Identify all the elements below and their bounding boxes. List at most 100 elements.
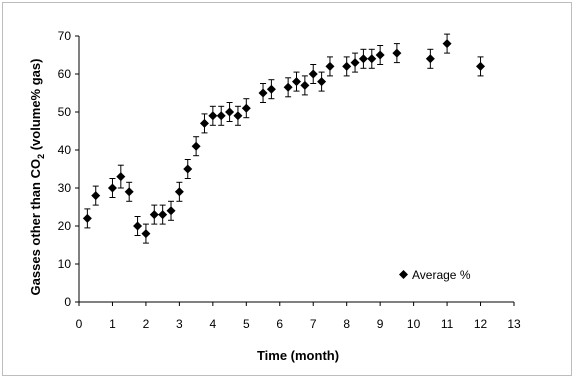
diamond-marker	[82, 213, 92, 223]
y-axis: 0 10 20 30 40 50 60 70	[58, 29, 80, 309]
diamond-marker	[425, 54, 435, 64]
diamond-marker	[233, 111, 243, 121]
data-point	[91, 185, 101, 206]
x-tick-label: 2	[143, 317, 150, 331]
diamond-marker	[91, 191, 101, 201]
x-axis-title: Time (month)	[257, 348, 339, 363]
data-point	[233, 105, 243, 126]
y-axis-title-units: (volume% gas)	[28, 59, 43, 154]
diamond-marker	[174, 187, 184, 197]
x-tick-label: 1	[109, 317, 116, 331]
diamond-marker	[367, 54, 377, 64]
data-point	[300, 75, 310, 96]
diamond-marker	[183, 164, 193, 174]
y-tick-label: 60	[58, 67, 72, 81]
x-tick-label: 0	[76, 317, 83, 331]
data-point	[133, 216, 143, 236]
x-tick-label: 12	[474, 317, 488, 331]
data-point	[266, 79, 276, 100]
diamond-marker	[308, 69, 318, 79]
diamond-marker	[342, 61, 352, 71]
data-point	[199, 113, 209, 134]
diamond-marker	[116, 172, 126, 182]
diamond-marker	[124, 187, 134, 197]
data-point	[191, 136, 201, 157]
y-tick-label: 70	[58, 29, 72, 43]
y-tick-label: 40	[58, 143, 72, 157]
diamond-marker	[392, 48, 402, 58]
diamond-marker	[292, 77, 301, 87]
data-point	[442, 33, 452, 54]
diamond-marker	[358, 54, 368, 64]
data-point	[149, 204, 159, 225]
x-tick-label: 5	[243, 317, 250, 331]
data-point	[308, 64, 318, 84]
x-tick-label: 3	[176, 317, 183, 331]
data-point	[292, 71, 301, 92]
diamond-marker	[133, 221, 143, 231]
data-point	[241, 98, 251, 119]
x-tick-label: 11	[441, 317, 454, 331]
diamond-marker	[476, 61, 486, 71]
data-point	[375, 45, 385, 65]
diamond-marker	[225, 107, 235, 117]
data-point	[183, 159, 193, 179]
chart-frame	[2, 2, 572, 376]
data-point	[317, 71, 327, 92]
data-point	[358, 48, 368, 69]
legend-marker-diamond	[399, 270, 408, 279]
data-point	[392, 43, 402, 64]
data-point	[258, 83, 268, 103]
x-tick-label: 10	[407, 317, 421, 331]
diamond-marker	[317, 77, 327, 87]
y-tick-label: 20	[58, 219, 72, 233]
data-point	[367, 48, 377, 69]
diamond-marker	[216, 111, 226, 121]
legend-label: Average %	[412, 268, 471, 282]
diamond-marker	[158, 210, 168, 220]
y-axis-title-main: Gasses other than CO	[28, 159, 43, 296]
diamond-marker	[107, 183, 117, 193]
data-point	[141, 223, 151, 244]
y-tick-label: 50	[58, 105, 72, 119]
diamond-marker	[208, 111, 218, 121]
data-point	[283, 77, 293, 98]
data-point	[166, 200, 176, 221]
data-point	[158, 204, 168, 225]
x-tick-label: 4	[210, 317, 217, 331]
x-tick-label: 6	[276, 317, 283, 331]
data-point	[325, 56, 335, 77]
legend: Average %	[399, 268, 471, 282]
x-tick-label: 13	[507, 317, 521, 331]
data-point	[174, 181, 184, 202]
diamond-marker	[141, 229, 151, 239]
x-axis: 0 1 2 3 4 5 6 7 8 9 10 11 12 13	[76, 301, 521, 331]
data-marks	[82, 33, 486, 244]
diamond-marker	[325, 61, 335, 71]
data-point	[225, 102, 235, 122]
data-point	[425, 48, 435, 69]
x-tick-label: 7	[310, 317, 317, 331]
data-point	[116, 164, 126, 189]
x-tick-label: 8	[343, 317, 350, 331]
diamond-marker	[375, 50, 385, 60]
y-axis-title-subscript: 2	[36, 154, 46, 159]
y-tick-label: 0	[64, 295, 71, 309]
diamond-marker	[350, 58, 360, 68]
diamond-marker	[283, 82, 293, 92]
diamond-marker	[300, 80, 310, 90]
data-point	[107, 178, 117, 198]
diamond-marker	[166, 206, 176, 216]
data-point	[124, 181, 134, 202]
data-point	[350, 52, 360, 73]
diamond-marker	[241, 103, 251, 113]
diamond-marker	[442, 39, 452, 49]
data-point	[208, 105, 218, 126]
y-axis-title: Gasses other than CO2 (volume% gas)	[28, 59, 46, 296]
diamond-marker	[266, 84, 276, 94]
data-point	[476, 56, 486, 77]
diamond-marker	[258, 88, 268, 98]
diamond-marker	[199, 118, 209, 128]
y-tick-label: 30	[58, 181, 72, 195]
